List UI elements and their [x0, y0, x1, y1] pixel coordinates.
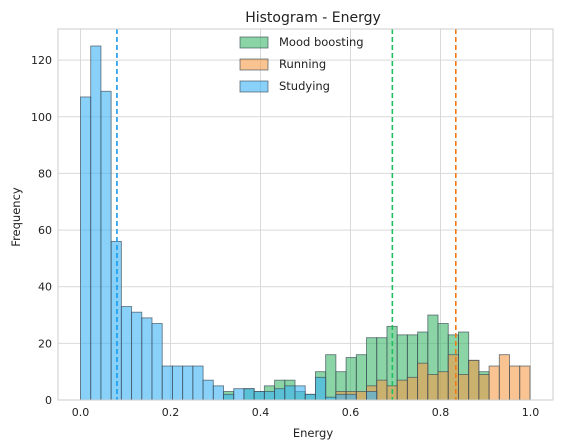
histogram-bar	[100, 90, 112, 401]
histogram-bar	[519, 365, 531, 401]
y-tick-label: 0	[45, 394, 52, 407]
histogram-bar	[274, 388, 286, 401]
histogram-bar	[468, 359, 480, 401]
x-tick-label: 0.8	[432, 406, 450, 419]
histogram-bar	[192, 365, 204, 401]
plot-frame	[57, 28, 554, 401]
histogram-bar	[171, 365, 184, 401]
y-tick-label: 40	[38, 281, 52, 294]
x-tick-label: 0.4	[252, 406, 270, 419]
histogram-bar	[355, 391, 367, 401]
x-tick-label: 1.0	[522, 406, 540, 419]
tick-labels: 0.0 0.2 0.4 0.6 0.8 1.0 0 20 40 60 80 100 120	[31, 54, 539, 419]
histogram-bar	[202, 379, 214, 401]
x-tick-label: 0.0	[72, 406, 90, 419]
histogram-bar	[417, 362, 429, 401]
legend-swatch	[239, 58, 269, 71]
y-tick-label: 80	[38, 167, 52, 180]
histogram-bar	[345, 393, 357, 401]
histogram-bar	[478, 374, 490, 401]
histogram-bar	[182, 365, 194, 401]
histogram-bar	[325, 354, 337, 401]
histogram-bar	[120, 306, 133, 401]
histogram-bar	[253, 391, 265, 401]
histogram-bar	[458, 374, 470, 401]
histogram-bar	[335, 393, 347, 401]
legend-label: Running	[279, 57, 326, 71]
histogram-bar	[151, 323, 163, 401]
x-axis-label: Energy	[293, 426, 333, 440]
histogram-bar	[509, 365, 521, 401]
legend: Mood boosting Running Studying	[239, 35, 364, 93]
histogram-bar	[223, 393, 235, 401]
histogram-bar	[376, 379, 388, 401]
histogram-bar	[233, 388, 245, 401]
legend-label: Studying	[279, 79, 330, 93]
y-tick-label: 100	[31, 111, 52, 124]
x-tick-label: 0.6	[342, 406, 360, 419]
histogram-bar	[406, 376, 419, 401]
histogram-bars	[80, 45, 531, 401]
chart-title: Histogram - Energy	[245, 10, 381, 26]
histogram-bar	[488, 365, 500, 401]
x-tick-label: 0.2	[162, 406, 180, 419]
legend-swatch	[239, 80, 269, 93]
histogram-bar	[161, 365, 173, 401]
histogram-bar	[304, 393, 316, 401]
histogram-bar	[243, 388, 255, 401]
histogram-bar	[263, 391, 276, 401]
histogram-bar	[131, 311, 143, 401]
histogram-bar	[284, 385, 296, 401]
y-tick-label: 60	[38, 224, 52, 237]
histogram-bar	[212, 385, 224, 401]
histogram-bar	[427, 374, 439, 401]
histogram-bar	[141, 317, 153, 401]
histogram-bar	[314, 376, 327, 401]
series-studying	[80, 45, 378, 401]
legend-label: Mood boosting	[279, 35, 364, 49]
histogram-bar	[396, 379, 408, 401]
y-tick-label: 20	[38, 337, 52, 350]
histogram-bar	[294, 385, 306, 401]
histogram-bar	[498, 354, 510, 401]
histogram-bar	[90, 45, 102, 401]
histogram-bar	[437, 371, 449, 401]
y-axis-label: Frequency	[9, 187, 23, 247]
mean-lines	[116, 29, 457, 400]
histogram-bar	[447, 354, 459, 401]
legend-swatch	[239, 36, 269, 49]
histogram-bar	[80, 96, 92, 401]
y-tick-label: 120	[31, 54, 52, 67]
histogram-bar	[366, 391, 378, 401]
